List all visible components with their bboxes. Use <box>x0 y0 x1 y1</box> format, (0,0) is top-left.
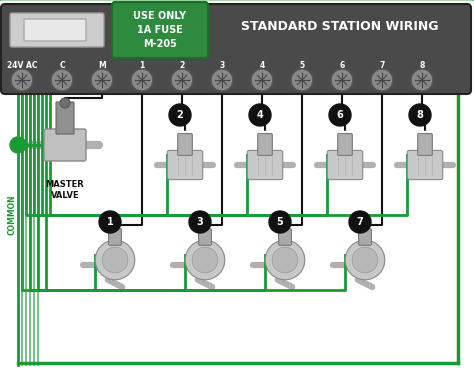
Circle shape <box>329 104 351 126</box>
Circle shape <box>251 69 273 91</box>
FancyBboxPatch shape <box>1 4 471 94</box>
FancyBboxPatch shape <box>44 129 86 161</box>
Circle shape <box>249 104 271 126</box>
Circle shape <box>10 137 26 153</box>
Text: C: C <box>59 60 65 69</box>
Text: 7: 7 <box>356 217 364 227</box>
FancyBboxPatch shape <box>279 229 292 245</box>
Text: 1: 1 <box>139 60 145 69</box>
FancyBboxPatch shape <box>178 134 192 155</box>
FancyBboxPatch shape <box>199 229 211 245</box>
Circle shape <box>411 69 433 91</box>
FancyBboxPatch shape <box>337 134 352 155</box>
Text: 3: 3 <box>197 217 203 227</box>
FancyBboxPatch shape <box>407 150 443 180</box>
Text: STANDARD STATION WIRING: STANDARD STATION WIRING <box>241 21 439 33</box>
Text: 5: 5 <box>277 217 283 227</box>
Circle shape <box>60 98 70 108</box>
Circle shape <box>331 69 353 91</box>
FancyBboxPatch shape <box>327 150 363 180</box>
Circle shape <box>95 240 135 280</box>
FancyBboxPatch shape <box>24 19 86 41</box>
Text: 4: 4 <box>259 60 264 69</box>
Circle shape <box>11 69 33 91</box>
Text: 24V AC: 24V AC <box>7 60 37 69</box>
FancyBboxPatch shape <box>359 229 372 245</box>
Text: MASTER
VALVE: MASTER VALVE <box>46 180 84 200</box>
Circle shape <box>272 247 298 273</box>
Text: 7: 7 <box>379 60 385 69</box>
Circle shape <box>51 69 73 91</box>
Text: 3: 3 <box>219 60 225 69</box>
Text: 8: 8 <box>417 110 423 120</box>
Circle shape <box>102 247 128 273</box>
Text: 5: 5 <box>300 60 305 69</box>
Text: 2: 2 <box>179 60 185 69</box>
Circle shape <box>352 247 378 273</box>
FancyBboxPatch shape <box>112 2 208 58</box>
Text: 6: 6 <box>337 110 343 120</box>
Text: 8: 8 <box>419 60 425 69</box>
Text: USE ONLY
1A FUSE
M-205: USE ONLY 1A FUSE M-205 <box>134 11 187 49</box>
FancyBboxPatch shape <box>258 134 272 155</box>
Circle shape <box>371 69 393 91</box>
Circle shape <box>171 69 193 91</box>
Circle shape <box>189 211 211 233</box>
Text: 1: 1 <box>107 217 113 227</box>
FancyBboxPatch shape <box>10 13 104 47</box>
Text: 2: 2 <box>177 110 183 120</box>
Circle shape <box>291 69 313 91</box>
Circle shape <box>192 247 218 273</box>
Circle shape <box>91 69 113 91</box>
FancyBboxPatch shape <box>247 150 283 180</box>
Text: 6: 6 <box>339 60 345 69</box>
Circle shape <box>131 69 153 91</box>
FancyBboxPatch shape <box>56 102 74 134</box>
Circle shape <box>169 104 191 126</box>
Circle shape <box>185 240 225 280</box>
Text: M: M <box>98 60 106 69</box>
Circle shape <box>345 240 385 280</box>
FancyBboxPatch shape <box>109 229 121 245</box>
Circle shape <box>409 104 431 126</box>
Text: 4: 4 <box>256 110 264 120</box>
Text: COMMON: COMMON <box>8 195 17 236</box>
Circle shape <box>269 211 291 233</box>
FancyBboxPatch shape <box>418 134 432 155</box>
Circle shape <box>211 69 233 91</box>
FancyBboxPatch shape <box>167 150 203 180</box>
Circle shape <box>265 240 305 280</box>
Circle shape <box>99 211 121 233</box>
Circle shape <box>349 211 371 233</box>
